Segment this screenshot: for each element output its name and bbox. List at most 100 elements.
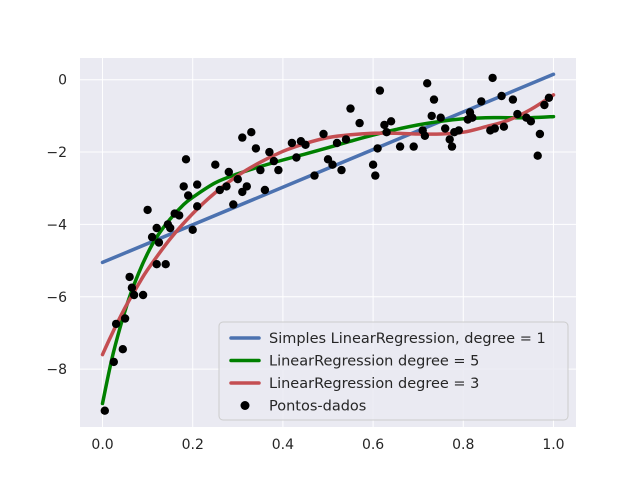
data-point	[468, 113, 477, 122]
legend-dot-swatch	[240, 401, 250, 410]
data-point	[341, 135, 351, 144]
data-point	[375, 86, 385, 95]
data-point	[127, 283, 137, 292]
data-point	[125, 272, 134, 282]
data-point	[238, 133, 247, 142]
data-point	[215, 185, 224, 195]
data-point	[382, 128, 391, 137]
legend: Simples LinearRegression, degree = 1 Line…	[218, 321, 569, 421]
data-point	[229, 200, 238, 209]
x-tick-label: 0.2	[182, 437, 204, 453]
data-point	[120, 314, 130, 323]
data-point	[535, 129, 545, 139]
data-point	[368, 160, 378, 169]
data-point	[497, 91, 506, 101]
data-point	[380, 120, 389, 130]
data-point	[310, 171, 319, 180]
data-point	[152, 260, 161, 269]
data-point	[499, 122, 509, 131]
data-point	[445, 135, 454, 144]
data-point	[274, 165, 283, 175]
legend-label: Simples LinearRegression, degree = 1	[269, 331, 546, 347]
data-point	[488, 73, 497, 83]
data-point	[161, 260, 170, 269]
y-tick-label: −8	[46, 362, 67, 378]
data-point	[175, 211, 184, 220]
data-point	[111, 319, 121, 329]
legend-label: LinearRegression degree = 5	[269, 354, 479, 370]
data-point	[118, 345, 128, 354]
data-point	[188, 225, 197, 234]
data-point	[490, 124, 499, 133]
data-point	[533, 151, 542, 160]
data-point	[332, 138, 342, 148]
data-point	[292, 153, 301, 162]
data-point	[109, 357, 119, 367]
data-point	[193, 180, 202, 189]
data-point	[436, 113, 445, 122]
data-point	[184, 191, 193, 200]
data-point	[513, 109, 522, 119]
x-axis-ticks: 0.0 0.2 0.4 0.6 0.8 1.0	[91, 437, 564, 453]
data-point	[181, 155, 191, 164]
x-tick-label: 0.0	[91, 437, 113, 453]
data-point	[427, 111, 436, 121]
data-point	[152, 223, 161, 233]
data-point	[154, 238, 164, 247]
data-point	[129, 290, 139, 300]
data-point	[371, 171, 380, 180]
data-point	[138, 290, 148, 300]
legend-box	[218, 321, 569, 421]
data-point	[147, 232, 157, 242]
data-point	[429, 95, 439, 104]
data-point	[477, 97, 486, 106]
data-point	[447, 142, 457, 151]
data-point	[251, 144, 261, 153]
data-point	[242, 182, 251, 191]
data-point	[454, 126, 463, 135]
data-point	[260, 185, 270, 195]
x-tick-label: 0.8	[452, 437, 474, 453]
y-tick-label: −6	[46, 290, 67, 306]
data-point	[373, 144, 382, 153]
data-point	[420, 131, 430, 140]
data-point	[319, 129, 328, 139]
data-point	[193, 202, 202, 211]
data-point	[337, 165, 346, 175]
data-point	[328, 160, 337, 169]
data-point	[301, 140, 310, 149]
data-point	[386, 117, 396, 126]
data-point	[233, 175, 242, 184]
data-point	[269, 156, 279, 166]
data-point	[100, 406, 110, 415]
x-tick-label: 0.6	[362, 437, 384, 453]
y-tick-label: −4	[46, 217, 67, 233]
data-point	[346, 104, 355, 113]
data-point	[211, 160, 220, 169]
data-point	[265, 147, 274, 157]
x-tick-label: 0.4	[272, 437, 294, 453]
y-tick-label: −2	[46, 145, 67, 161]
data-point	[423, 79, 432, 88]
data-point	[247, 128, 256, 137]
data-point	[355, 118, 364, 128]
data-point	[409, 142, 418, 151]
data-point	[224, 167, 233, 177]
data-point	[166, 223, 175, 233]
data-point	[222, 182, 231, 191]
x-tick-label: 1.0	[542, 437, 564, 453]
data-point	[395, 142, 405, 151]
y-tick-label: 0	[58, 73, 67, 89]
data-point	[256, 165, 265, 175]
legend-label: Pontos-dados	[269, 399, 366, 415]
y-axis-ticks: −8 −6 −4 −2 0	[46, 73, 67, 378]
data-point	[179, 182, 188, 191]
data-point	[441, 124, 450, 133]
data-points	[100, 73, 554, 415]
data-point	[526, 117, 536, 126]
data-point	[540, 100, 549, 110]
data-point	[287, 138, 297, 148]
data-point	[508, 95, 518, 104]
data-point	[143, 205, 152, 215]
